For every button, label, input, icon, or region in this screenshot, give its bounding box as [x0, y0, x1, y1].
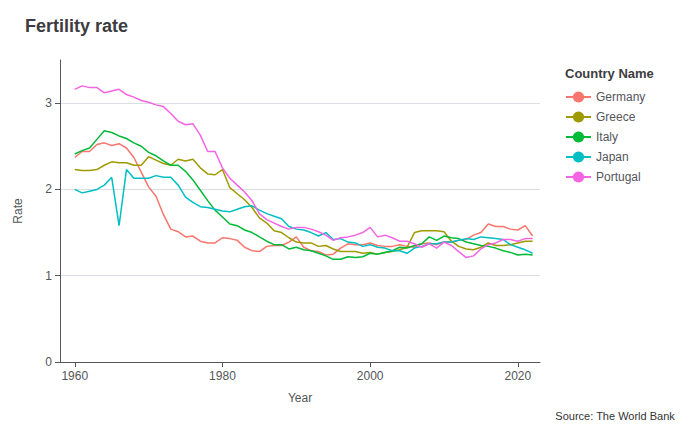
svg-text:Japan: Japan	[596, 150, 629, 164]
svg-text:Germany: Germany	[596, 90, 645, 104]
svg-text:Fertility rate: Fertility rate	[25, 16, 128, 36]
svg-text:0: 0	[45, 355, 52, 369]
svg-text:1980: 1980	[209, 369, 236, 383]
svg-text:2020: 2020	[504, 369, 531, 383]
svg-text:2: 2	[45, 182, 52, 196]
svg-text:Country Name: Country Name	[565, 66, 654, 81]
svg-text:Greece: Greece	[596, 110, 636, 124]
svg-text:3: 3	[45, 96, 52, 110]
svg-text:1960: 1960	[61, 369, 88, 383]
svg-text:1: 1	[45, 269, 52, 283]
svg-text:Portugal: Portugal	[596, 170, 641, 184]
svg-text:Source: The World Bank: Source: The World Bank	[555, 410, 675, 422]
svg-text:Italy: Italy	[596, 130, 618, 144]
svg-text:2000: 2000	[357, 369, 384, 383]
svg-text:Rate: Rate	[11, 198, 25, 224]
svg-text:Year: Year	[288, 391, 312, 405]
